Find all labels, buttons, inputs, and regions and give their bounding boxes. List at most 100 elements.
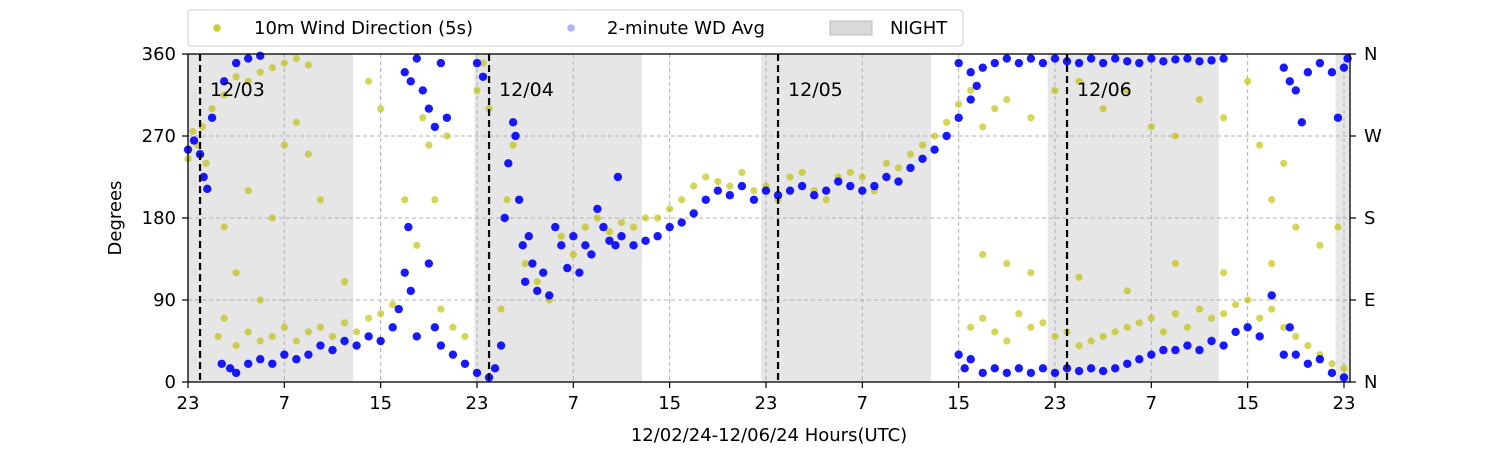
- day-marker-layer: 12/03 12/04 12/05 12/06: [198, 54, 1132, 382]
- x-tick-label: 7: [857, 393, 868, 414]
- wd-avg-point: [954, 113, 963, 122]
- wd-avg-point: [430, 323, 440, 332]
- wind-direction-point: [533, 278, 541, 286]
- wind-direction-point: [1123, 287, 1131, 295]
- wind-direction-point: [1075, 273, 1083, 281]
- x-tick-label: 23: [1044, 393, 1067, 414]
- wind-direction-point: [1027, 323, 1035, 331]
- wd-avg-point: [677, 218, 686, 227]
- wind-direction-point: [220, 314, 228, 322]
- wind-direction-point: [292, 337, 300, 345]
- wd-avg-point: [942, 131, 951, 141]
- wd-avg-point: [653, 232, 662, 241]
- wd-avg-point: [966, 95, 975, 104]
- wd-avg-point: [563, 263, 572, 273]
- x-tick-label: 7: [279, 393, 290, 414]
- wd-avg-point: [508, 118, 518, 127]
- legend-box: [187, 9, 964, 47]
- x-tick-label: 23: [177, 393, 200, 414]
- wind-direction-point: [593, 214, 602, 222]
- wind-direction-point: [991, 328, 999, 336]
- wind-direction-point: [1123, 86, 1131, 95]
- wd-avg-point: [575, 268, 584, 277]
- wd-avg-point: [1002, 54, 1012, 63]
- wd-avg-point: [316, 341, 325, 350]
- wd-avg-point: [737, 181, 747, 191]
- wind-direction-point: [906, 150, 915, 158]
- wd-avg-point: [256, 355, 265, 364]
- wd-avg-point: [400, 68, 409, 77]
- wind-direction-point: [443, 132, 451, 140]
- wd-avg-point: [418, 86, 428, 95]
- wd-avg-point: [587, 250, 596, 259]
- wd-avg-point: [1183, 341, 1192, 350]
- wind-direction-point: [1111, 328, 1119, 336]
- wd-avg-point: [1086, 364, 1096, 373]
- wind-direction-point: [1015, 310, 1023, 318]
- y-tick-label: 0: [165, 372, 176, 393]
- wind-direction-point: [569, 250, 577, 259]
- wd-avg-point: [1243, 323, 1252, 332]
- wd-avg-point: [613, 172, 623, 182]
- legend-wd-avg-marker: [567, 24, 575, 32]
- wd-avg-point: [1074, 366, 1084, 376]
- wd-avg-point: [1135, 355, 1144, 364]
- wind-direction-point: [340, 278, 349, 286]
- wind-direction-point: [256, 337, 264, 345]
- wd-avg-point: [424, 104, 434, 113]
- wd-avg-point: [599, 222, 608, 232]
- wind-direction-point: [521, 259, 529, 268]
- wd-avg-point: [533, 286, 542, 296]
- wind-direction-point: [1268, 259, 1276, 268]
- wd-avg-point: [280, 350, 289, 359]
- wind-direction-point: [750, 187, 758, 195]
- wd-avg-point: [442, 113, 452, 122]
- x-tick-label: 15: [1236, 393, 1259, 414]
- wind-direction-point: [1075, 77, 1083, 85]
- wind-direction-point: [1183, 323, 1192, 331]
- wind-direction-point: [930, 132, 939, 140]
- wd-avg-point: [472, 368, 482, 378]
- wind-direction-point: [1039, 319, 1047, 327]
- wd-avg-point: [1014, 364, 1024, 373]
- wind-direction-point: [1280, 323, 1288, 331]
- wind-direction-point: [214, 332, 222, 341]
- wind-direction-point: [1147, 123, 1155, 131]
- wd-avg-point: [539, 268, 548, 277]
- wind-direction-point: [340, 319, 349, 327]
- wind-direction-point: [449, 323, 457, 331]
- wind-direction-point: [846, 168, 854, 177]
- wind-direction-point: [1219, 269, 1228, 277]
- wd-avg-point: [1183, 54, 1192, 63]
- wind-direction-point: [1003, 95, 1011, 104]
- wd-avg-point: [388, 323, 397, 332]
- wind-direction-point: [509, 141, 517, 149]
- wind-direction-point: [666, 205, 674, 213]
- wd-avg-point: [611, 241, 620, 250]
- wd-avg-point: [990, 364, 999, 373]
- wd-avg-point: [352, 341, 361, 350]
- wind-direction-point: [1292, 332, 1300, 341]
- wd-avg-point: [244, 54, 253, 63]
- wind-direction-point: [377, 310, 385, 318]
- wd-avg-point: [528, 259, 537, 268]
- wd-avg-point: [504, 159, 513, 168]
- wind-direction-point: [256, 68, 264, 76]
- wd-avg-point: [1267, 291, 1276, 300]
- right-tick-label: S: [1364, 208, 1375, 229]
- wd-avg-point: [268, 359, 277, 368]
- wind-direction-point: [822, 196, 830, 204]
- wind-direction-point: [268, 64, 276, 72]
- wd-avg-point: [496, 341, 506, 350]
- wind-direction-point: [786, 173, 794, 181]
- wind-direction-point: [1051, 86, 1059, 95]
- wind-direction-point: [256, 296, 264, 304]
- wind-direction-point: [244, 187, 252, 195]
- wd-avg-point: [1171, 345, 1180, 355]
- wd-avg-point: [1110, 54, 1120, 63]
- wind-direction-point: [702, 173, 710, 181]
- wd-avg-point: [1231, 327, 1240, 337]
- wd-avg-point: [918, 154, 927, 163]
- wd-avg-point: [966, 355, 975, 364]
